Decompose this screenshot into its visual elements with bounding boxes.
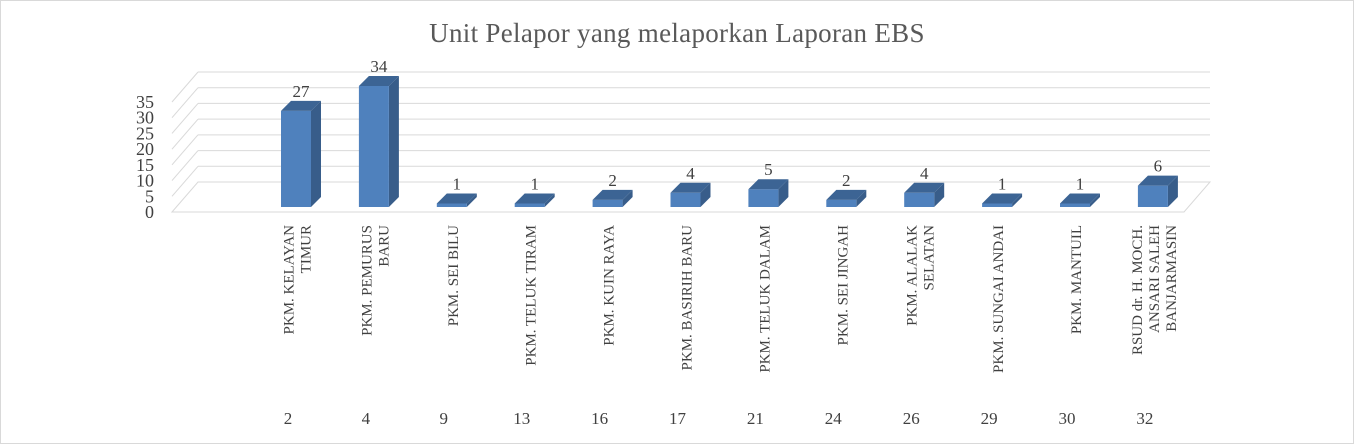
bar-top [670, 182, 711, 193]
category-label: PKM. SEI BILU [446, 225, 462, 326]
secondary-category-label: 4 [362, 409, 371, 428]
bar [1060, 203, 1090, 207]
bar-top [592, 189, 633, 200]
category-label: TIMUR [299, 225, 315, 273]
y-tick-label: 10 [136, 171, 154, 191]
category-label: ANSARI SALEH [1147, 225, 1163, 333]
category-label: PKM. MANTUIL [1069, 225, 1085, 334]
data-label: 2 [608, 171, 617, 190]
y-tick-label: 20 [136, 139, 154, 159]
secondary-category-label: 13 [513, 409, 530, 428]
data-label: 1 [1076, 174, 1085, 193]
y-tick-label: 35 [136, 92, 154, 112]
category-label: PKM. TELUK DALAM [757, 225, 773, 373]
gridline-side [171, 134, 199, 166]
chart-title: Unit Pelapor yang melaporkan Laporan EBS [429, 18, 925, 48]
bar [514, 203, 545, 207]
bar [670, 192, 701, 207]
category-label: PKM. SEI JINGAH [835, 225, 851, 346]
category-label: PKM. ALALAK [905, 225, 921, 326]
data-label: 1 [453, 174, 462, 193]
data-label: 1 [530, 174, 539, 193]
bar-side [856, 189, 867, 207]
secondary-category-label: 17 [669, 409, 687, 428]
category-label: RSUD dr. H. MOCH. [1130, 225, 1146, 355]
y-tick-label: 5 [145, 186, 154, 206]
secondary-category-label: 26 [903, 409, 920, 428]
bar-top [358, 76, 399, 86]
category-label: PKM. TELUK TIRAM [524, 225, 540, 366]
bar [1137, 185, 1168, 207]
bar [592, 199, 623, 207]
y-tick-label: 15 [136, 155, 154, 175]
secondary-category-label: 9 [440, 409, 449, 428]
category-label: PKM. BASIRIH BARU [680, 225, 696, 371]
gridline-side [171, 87, 199, 119]
bar [826, 199, 857, 207]
data-label: 4 [920, 164, 929, 183]
bar [436, 203, 467, 207]
secondary-category-label: 16 [591, 409, 608, 428]
category-label: BARU [376, 225, 392, 267]
bar-top [826, 189, 867, 200]
category-label: PKM. KUIN RAYA [602, 225, 618, 346]
gridline-side [171, 71, 199, 103]
bar-side [778, 179, 789, 207]
bar-side [466, 193, 477, 207]
secondary-category-label: 29 [981, 409, 998, 428]
y-tick-label: 25 [136, 123, 154, 143]
bar-top [982, 193, 1023, 204]
data-label: 27 [293, 82, 311, 101]
data-label: 4 [686, 164, 695, 183]
bar-top [281, 100, 321, 111]
gridline-side [171, 165, 199, 197]
bar-side [622, 189, 633, 207]
category-label: SELATAN [922, 225, 938, 291]
data-label: 34 [370, 57, 388, 76]
bar-top [436, 193, 477, 204]
gridline-side [171, 150, 199, 181]
bar-side [1090, 193, 1100, 207]
bar [281, 110, 311, 207]
bar-side [1012, 193, 1023, 207]
chart-floor [170, 181, 1212, 213]
secondary-category-label: 30 [1059, 409, 1076, 428]
bar-top [1137, 175, 1178, 186]
category-label: PKM. SUNGAI ANDAI [991, 225, 1007, 373]
data-label: 2 [842, 171, 851, 190]
data-label: 1 [998, 174, 1007, 193]
bar-top [904, 182, 945, 193]
bar-side [311, 100, 321, 207]
y-tick-label: 0 [145, 202, 154, 222]
bar-side [934, 182, 945, 207]
bar-side [544, 193, 555, 207]
gridline-side [171, 103, 199, 134]
bar-top [1060, 193, 1100, 204]
bar [982, 203, 1013, 207]
secondary-category-label: 24 [825, 409, 843, 428]
secondary-category-label: 32 [1136, 409, 1153, 428]
y-tick-label: 30 [136, 108, 154, 128]
bar-side [1167, 175, 1178, 207]
secondary-category-label: 2 [284, 409, 293, 428]
bar-top [514, 193, 555, 204]
data-label: 6 [1154, 157, 1163, 176]
gridline-side [171, 118, 199, 150]
category-label: BANJARMASIN [1164, 225, 1180, 332]
bar-side [388, 76, 399, 207]
data-label: 5 [764, 160, 773, 179]
category-label: PKM. PEMURUS [359, 225, 375, 336]
bar-side [700, 182, 711, 207]
bar [748, 189, 779, 207]
bar [904, 192, 935, 207]
category-label: PKM. KELAYAN [282, 225, 298, 335]
secondary-category-label: 21 [747, 409, 764, 428]
bar-top [748, 179, 789, 190]
bar [358, 86, 389, 207]
